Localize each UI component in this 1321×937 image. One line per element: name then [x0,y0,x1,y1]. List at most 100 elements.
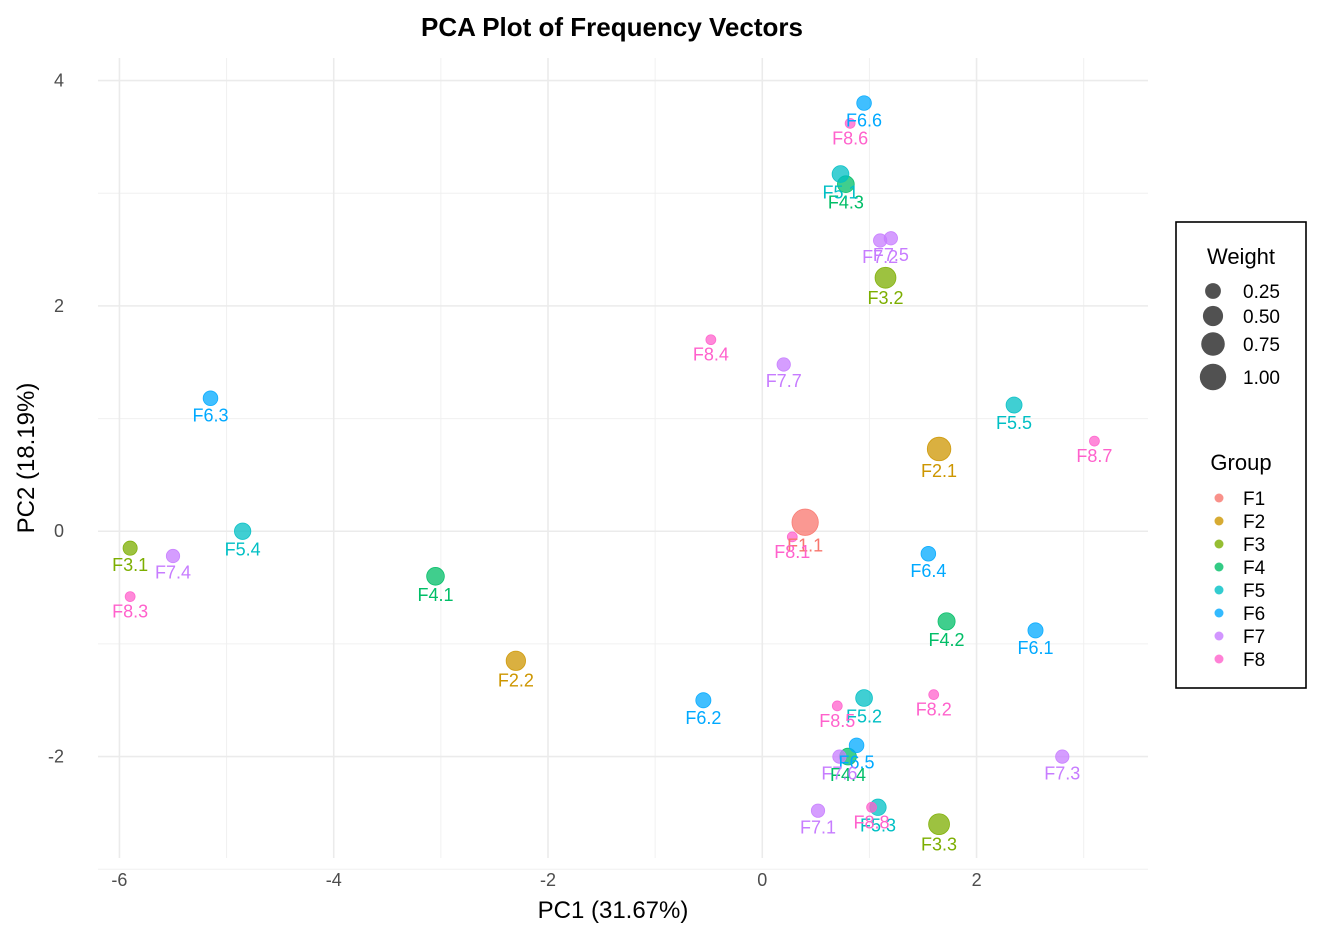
color-legend-label: F2 [1243,512,1265,533]
point-label: F4.1 [417,585,453,605]
size-legend-label: 0.25 [1243,282,1280,303]
point-label: F2.1 [921,461,957,481]
point-label: F6.4 [910,561,946,581]
data-point [926,436,952,462]
color-legend-title: Group [1210,450,1271,475]
data-point [866,801,877,813]
size-legend-title: Weight [1207,244,1275,269]
data-point [705,334,717,346]
size-legend-key [1199,363,1227,391]
data-point [1027,622,1044,639]
point-label: F4.4 [830,765,866,785]
color-legend-key [1214,585,1224,595]
data-point [791,508,819,536]
size-legend-label: 1.00 [1243,368,1280,389]
color-legend-label: F4 [1243,558,1266,579]
x-tick-label: -6 [111,870,127,890]
color-legend-key [1214,539,1224,549]
size-legend-key [1205,283,1221,299]
data-point [810,803,826,818]
color-legend-label: F7 [1243,627,1265,648]
point-label: F7.3 [1044,763,1080,783]
data-point [844,117,856,129]
x-axis-title: PC1 (31.67%) [538,897,689,924]
point-label: F7.2 [862,247,898,267]
point-label: F7.4 [155,563,191,583]
data-point [202,390,219,407]
color-legend-key [1214,493,1224,503]
data-point [234,522,252,540]
data-point [937,612,956,631]
data-point [920,546,937,562]
point-label: F7.5 [873,245,909,265]
point-label: F7.7 [766,371,802,391]
data-point [874,266,897,289]
size-legend-key [1201,332,1225,356]
data-point [695,692,712,709]
x-tick-label: -4 [326,870,342,890]
y-tick-label: 4 [54,71,64,91]
point-label: F5.4 [225,539,261,559]
data-point [124,591,136,602]
point-label: F3.3 [921,835,957,855]
data-point [928,689,940,700]
data-point [848,737,865,754]
x-tick-label: 2 [972,870,982,890]
size-legend-entries: 0.25 0.50 0.75 1.00 [1199,282,1280,391]
data-point [832,749,847,764]
data-point [1005,396,1023,414]
y-axis-title: PC2 (18.19%) [13,383,40,534]
y-axis-ticks: -2 0 2 4 [48,71,64,767]
data-point [855,689,873,707]
point-label: F6.6 [846,110,882,130]
point-label: F5.3 [860,816,896,836]
point-label: F3.1 [112,555,148,575]
point-label: F8.1 [774,542,810,562]
point-label: F5.2 [846,706,882,726]
x-tick-label: 0 [757,870,767,890]
point-label: F4.3 [828,193,864,213]
color-legend-key [1214,562,1224,572]
x-axis-ticks: -6 -4 -2 0 2 [111,870,981,890]
color-legend-label: F1 [1243,489,1265,510]
point-label: F8.2 [916,700,952,720]
x-tick-label: -2 [540,870,556,890]
data-point [1089,435,1100,447]
color-legend-label: F6 [1243,604,1265,625]
point-label: F4.2 [929,630,965,650]
point-label: F2.2 [498,671,534,691]
color-legend-key [1214,516,1224,526]
data-point [505,650,526,671]
color-legend-label: F8 [1243,650,1265,671]
y-tick-label: 0 [54,521,64,541]
chart-title: PCA Plot of Frequency Vectors [421,12,803,42]
point-label: F1.1 [787,535,823,555]
legend: Weight 0.25 0.50 0.75 1.00 Group F1F2F3F4F5… [1175,221,1307,689]
point-label: F6.5 [839,753,875,773]
color-legend-key [1214,654,1224,664]
point-label: F5.1 [822,182,858,202]
size-legend-label: 0.75 [1243,335,1280,356]
data-points [122,95,1100,836]
point-label: F8.4 [693,345,729,365]
data-point [928,813,950,836]
color-legend-label: F5 [1243,581,1265,602]
data-point [883,231,898,246]
y-tick-label: -2 [48,747,64,767]
point-label: F6.1 [1017,638,1053,658]
point-label: F8.5 [819,711,855,731]
point-labels: F1.1 F2.1 F2.2 F3.1 F3.2 F3.3 F4.1 F4.2 F4.3 F4.4… [112,110,1112,854]
y-tick-label: 2 [54,296,64,316]
legend-box [1175,221,1307,689]
color-legend-key [1214,631,1224,641]
point-label: F8.6 [832,128,868,148]
data-point [776,357,791,372]
point-label: F7.6 [821,763,857,783]
point-label: F6.2 [685,708,721,728]
minor-gridlines [98,58,1148,870]
point-label: F5.5 [996,413,1032,433]
point-label: F6.3 [192,406,228,426]
